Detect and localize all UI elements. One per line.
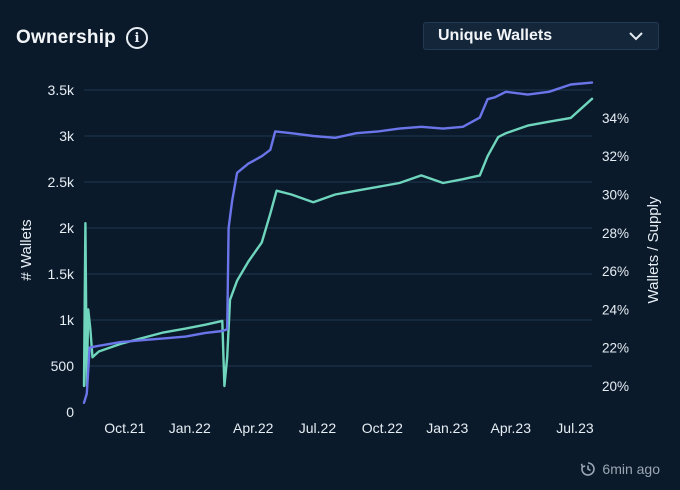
updated-time: 6min ago: [602, 461, 660, 477]
y-right-tick-label: 32%: [602, 149, 629, 164]
info-icon[interactable]: i: [125, 27, 148, 49]
y-right-tick-label: 34%: [602, 111, 629, 126]
y-right-tick-label: 24%: [602, 302, 629, 317]
x-tick-label: Jul.23: [556, 420, 594, 436]
grid-lines: [84, 89, 592, 367]
y-left-tick-label: 3.5k: [48, 82, 75, 98]
x-tick-label: Oct.21: [104, 420, 145, 436]
series-lines: [82, 81, 594, 404]
y-left-tick-label: 2k: [59, 220, 75, 236]
x-tick-label: Oct.22: [362, 420, 403, 436]
x-tick-label: Apr.23: [491, 420, 532, 436]
y-right-tick-label: 20%: [602, 379, 629, 394]
chart-header: Ownership i: [16, 22, 148, 54]
chevron-down-icon: [629, 32, 643, 41]
y-right-tick-label: 22%: [602, 341, 629, 356]
x-tick-label: Apr.22: [233, 420, 274, 436]
y-axis-right-title: Wallets / Supply: [645, 196, 662, 303]
y-left-tick-label: 1.5k: [48, 266, 75, 282]
y-right-tick-label: 28%: [602, 226, 629, 241]
y-right-tick-label: 30%: [602, 188, 629, 203]
y-left-tick-label: 500: [51, 358, 75, 374]
clock-refresh-icon: [581, 462, 596, 476]
page-title: Ownership: [16, 27, 116, 48]
last-updated: 6min ago: [580, 459, 660, 479]
y-axis-left-title: # Wallets: [18, 219, 35, 280]
y-left-tick-label: 1k: [59, 312, 75, 328]
y-left-tick-label: 2.5k: [48, 174, 75, 190]
y-left-tick-label: 3k: [59, 128, 75, 144]
supply-line: [82, 97, 594, 388]
dropdown-selected-value: Unique Wallets: [438, 27, 553, 44]
y-right-tick-label: 26%: [602, 264, 629, 279]
y-axis-left: 0 500 1k 1.5k 2k 2.5k 3k 3.5k: [48, 82, 75, 420]
x-tick-label: Jul.22: [299, 420, 337, 436]
metric-dropdown[interactable]: Unique Wallets: [423, 22, 659, 50]
x-axis: Oct.21 Jan.22 Apr.22 Jul.22 Oct.22 Jan.23 Apr.…: [104, 420, 594, 436]
y-left-tick-label: 0: [66, 404, 74, 420]
x-tick-label: Jan.22: [169, 420, 211, 436]
y-axis-right: 20% 22% 24% 26% 28% 30% 32% 34%: [602, 111, 629, 394]
wallets-line: [82, 81, 594, 404]
x-tick-label: Jan.23: [426, 420, 468, 436]
